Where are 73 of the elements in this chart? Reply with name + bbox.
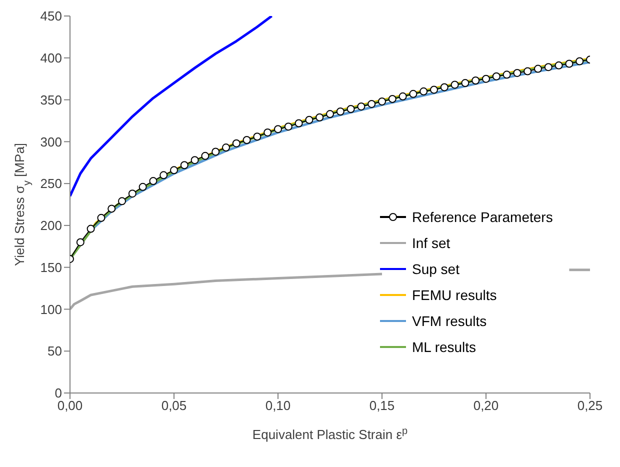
point (461, 79, 470, 88)
point (222, 144, 230, 152)
point (534, 64, 542, 73)
point (368, 100, 376, 108)
legend-label: Inf set (412, 234, 450, 253)
point (357, 102, 366, 110)
point (253, 132, 262, 141)
y-tick-label: 200 (40, 218, 62, 234)
point (190, 156, 199, 164)
x-axis-title: Equivalent Plastic Strain ε$^{p}$ (252, 426, 408, 442)
y-tick-label: 50 (48, 344, 62, 359)
point (108, 204, 116, 213)
line-series (70, 16, 274, 198)
point (97, 214, 106, 222)
y-tick-label: 100 (40, 302, 62, 317)
x-tick-label: 0,00 (57, 398, 83, 414)
x-tick-label: 0,05 (161, 398, 187, 414)
y-tick-label: 250 (40, 176, 62, 192)
point (440, 83, 448, 92)
point (576, 57, 584, 66)
point (398, 92, 407, 100)
point (554, 61, 563, 70)
point (201, 152, 210, 160)
y-tick-label: 350 (40, 92, 62, 108)
point (502, 70, 511, 79)
point (138, 182, 147, 191)
point (409, 90, 418, 98)
legend-label: Reference Parameters (412, 208, 553, 227)
point (86, 224, 95, 233)
point (326, 110, 334, 118)
legend-label: ML results (412, 338, 476, 357)
point (180, 161, 188, 170)
y-tick-label: 450 (40, 8, 62, 24)
point (128, 190, 136, 198)
point (378, 97, 386, 106)
legend-label: FEMU results (412, 286, 497, 305)
point (118, 197, 126, 206)
point (160, 171, 168, 180)
point (450, 80, 459, 89)
point (513, 68, 522, 77)
point (316, 113, 324, 122)
point (264, 128, 272, 136)
point (472, 76, 480, 85)
y-tick-label: 400 (40, 50, 62, 66)
point (305, 116, 314, 124)
point (388, 94, 396, 103)
point (274, 125, 282, 134)
y-tick-label: 300 (40, 134, 62, 150)
x-tick-label: 0,15 (369, 398, 395, 414)
legend-label: Sup set (412, 260, 460, 279)
point (524, 67, 532, 76)
point (294, 119, 303, 128)
x-tick-label: 0,10 (265, 398, 291, 414)
x-tick-label: 0,20 (473, 398, 499, 414)
point (346, 104, 355, 113)
point (420, 87, 428, 96)
y-tick-label: 0 (54, 386, 62, 401)
x-tick-label: 0,25 (577, 398, 603, 414)
point (482, 74, 490, 83)
point (565, 60, 574, 68)
point (430, 86, 438, 94)
point (232, 139, 240, 148)
legend-label: VFM results (412, 312, 487, 331)
point (76, 238, 84, 246)
point (544, 63, 552, 72)
point (492, 72, 500, 80)
point (336, 108, 344, 116)
point (212, 148, 220, 156)
y-tick-label: 150 (40, 260, 62, 275)
point (284, 122, 292, 131)
point (170, 166, 178, 174)
point (149, 177, 158, 186)
point (242, 136, 251, 144)
